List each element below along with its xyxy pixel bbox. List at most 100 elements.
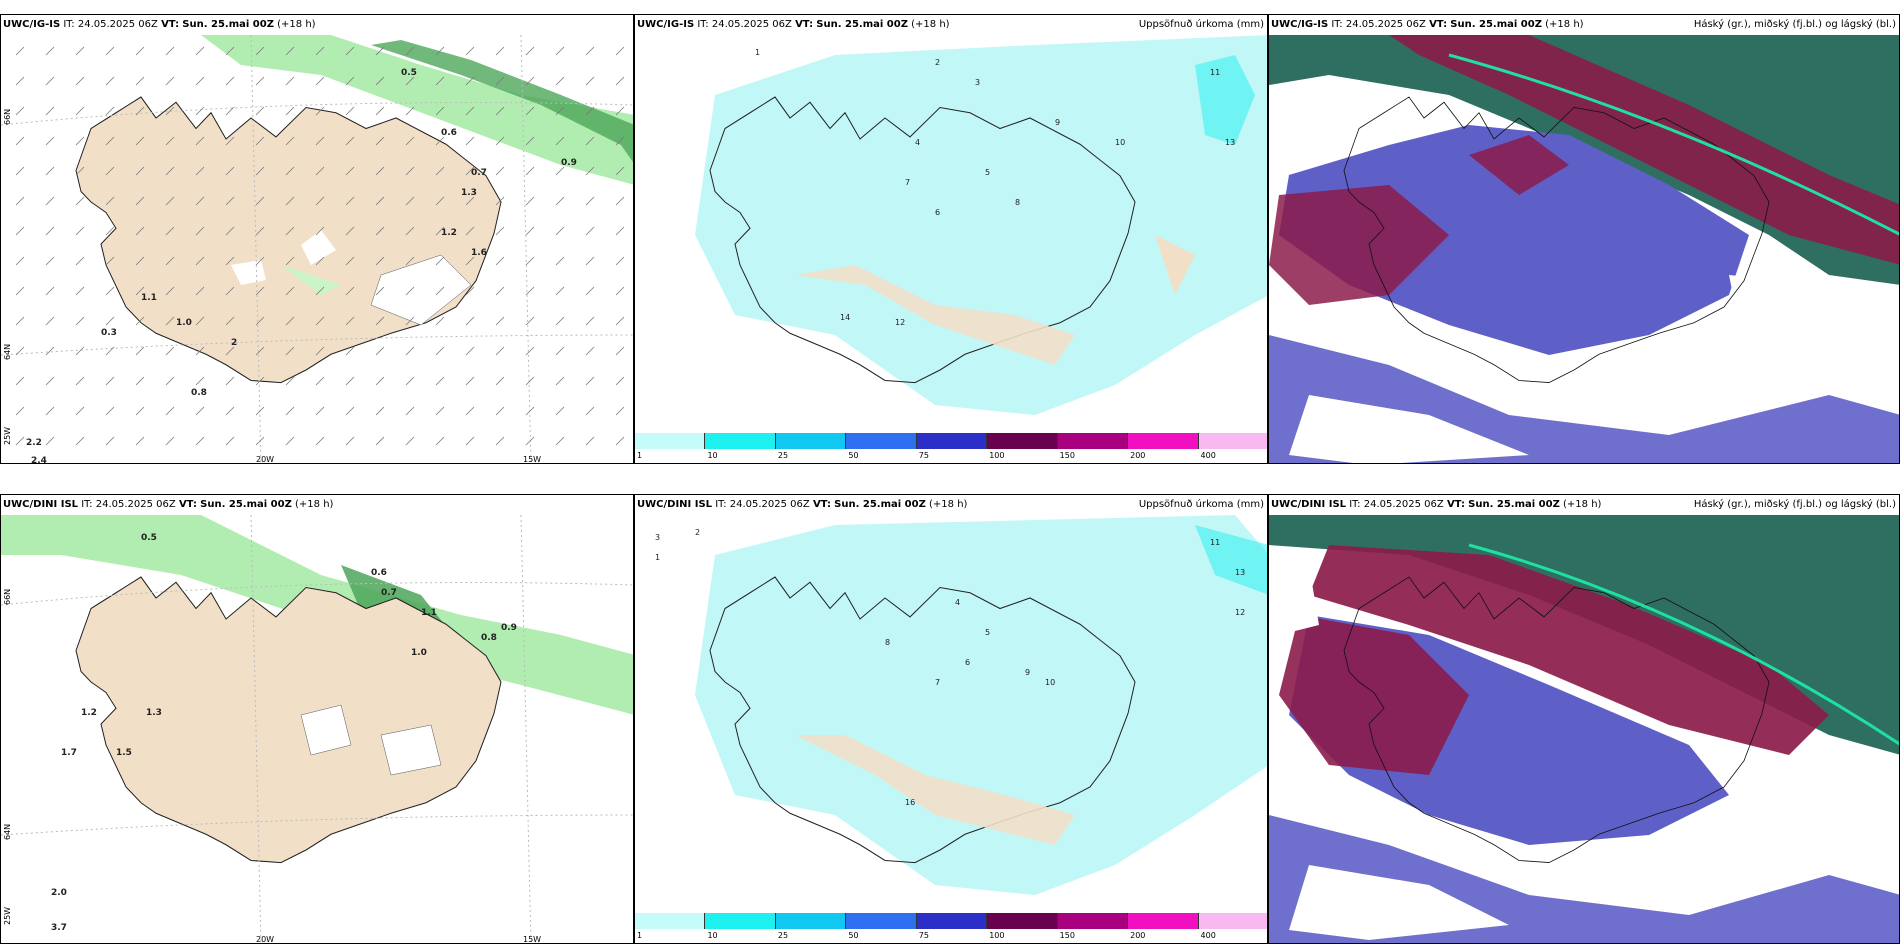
- colorbar-label: 25: [777, 451, 789, 460]
- colorbar-label: 50: [848, 451, 859, 460]
- panel-title: UWC/DINI ISL IT: 24.05.2025 06Z VT: Sun.…: [1, 495, 633, 515]
- colorbar-label: 100: [989, 931, 1005, 940]
- colorbar-label: 10: [707, 931, 718, 940]
- colorbar-swatch: [705, 433, 776, 449]
- rain-label: 2: [231, 338, 237, 348]
- colorbar-swatch: [987, 913, 1058, 929]
- precip-value: 13: [1235, 568, 1245, 577]
- colorbar-swatch: [775, 433, 847, 449]
- colorbar-label: 75: [918, 931, 929, 940]
- lat-label: 64N: [3, 343, 12, 360]
- precip-value: 2: [935, 58, 940, 67]
- rain-label: 0.7: [471, 168, 487, 178]
- rain-label: 0.5: [401, 68, 417, 78]
- colorbar-label: 75: [918, 451, 929, 460]
- precip-value: 14: [840, 313, 850, 322]
- rain-label: 1.3: [461, 188, 477, 198]
- map-wind-rain: 0.5 0.6 0.7 0.8 0.9 1.0 1.1 1.2 1.3 1.6 …: [1, 35, 633, 464]
- precip-value: 6: [965, 658, 970, 667]
- colorbar-label: 400: [1200, 931, 1216, 940]
- lat-label: 25W: [3, 906, 12, 925]
- rain-label: 2.4: [31, 456, 47, 464]
- precip-colorbar: 1 10 25 50 75 100 150 200 400: [635, 433, 1267, 463]
- lon-label: 15W: [523, 455, 542, 464]
- lat-label: 66N: [3, 108, 12, 125]
- precip-value: 5: [985, 168, 990, 177]
- panel-title: UWC/IG-IS IT: 24.05.2025 06Z VT: Sun. 25…: [1269, 15, 1899, 35]
- precip-value: 12: [895, 318, 905, 327]
- precip-value: 7: [935, 678, 940, 687]
- precip-value: 6: [935, 208, 940, 217]
- rain-label: 0.6: [371, 568, 387, 578]
- colorbar-label: 25: [777, 931, 789, 940]
- precip-value: 7: [905, 178, 910, 187]
- precip-value: 11: [1210, 68, 1220, 77]
- precip-value: 11: [1210, 538, 1220, 547]
- rain-label: 0.5: [141, 533, 157, 543]
- rain-label: 0.3: [101, 328, 117, 338]
- colorbar-swatch: [1057, 913, 1129, 929]
- rain-label: 0.7: [381, 588, 397, 598]
- rain-label: 1.0: [411, 648, 427, 658]
- rain-label: 1.2: [81, 708, 97, 718]
- precip-value: 3: [655, 533, 660, 542]
- colorbar-label: 200: [1130, 451, 1146, 460]
- colorbar-swatch: [916, 913, 988, 929]
- precip-value: 4: [955, 598, 960, 607]
- precip-value: 2: [695, 528, 700, 537]
- lon-label: 15W: [523, 935, 542, 944]
- panel-title: UWC/DINI ISL IT: 24.05.2025 06Z VT: Sun.…: [635, 495, 1267, 515]
- map-precip: 1 2 3 4 5 6 7 8 9 10 11 12 13 16: [635, 515, 1267, 915]
- precip-value: 3: [975, 78, 980, 87]
- colorbar-swatch: [1128, 433, 1199, 449]
- map-wind-rain: 0.5 0.6 0.7 0.8 0.9 1.0 1.1 1.2 1.3 1.5 …: [1, 515, 633, 943]
- rain-label: 0.6: [441, 128, 457, 138]
- colorbar-swatch: [916, 433, 988, 449]
- map-precip: 1 2 3 4 5 6 7 8 9 10 11 12 13 14: [635, 35, 1267, 435]
- precip-value: 5: [985, 628, 990, 637]
- colorbar-swatch: [1057, 433, 1129, 449]
- colorbar-swatch: [1198, 433, 1267, 449]
- rain-label: 2.2: [26, 438, 42, 448]
- colorbar-label: 10: [707, 451, 718, 460]
- precip-value: 13: [1225, 138, 1235, 147]
- colorbar-swatch: [705, 913, 776, 929]
- panel-title: UWC/DINI ISL IT: 24.05.2025 06Z VT: Sun.…: [1269, 495, 1899, 515]
- colorbar-swatch: [635, 433, 706, 449]
- precip-value: 10: [1045, 678, 1055, 687]
- precip-value: 4: [915, 138, 920, 147]
- precip-value: 9: [1025, 668, 1030, 677]
- panel-title: UWC/IG-IS IT: 24.05.2025 06Z VT: Sun. 25…: [1, 15, 633, 35]
- rain-label: 3.7: [51, 923, 67, 933]
- lon-label: 20W: [256, 935, 275, 944]
- lon-label: 20W: [256, 455, 275, 464]
- colorbar-swatch: [846, 433, 917, 449]
- colorbar-swatch: [1198, 913, 1267, 929]
- lat-label: 64N: [3, 823, 12, 840]
- colorbar-label: 1: [637, 931, 643, 940]
- rain-label: 1.2: [441, 228, 457, 238]
- map-cloud: [1269, 515, 1899, 943]
- colorbar-swatch: [1128, 913, 1199, 929]
- colorbar-label: 50: [848, 931, 859, 940]
- rain-label: 0.8: [481, 633, 497, 643]
- precip-value: 12: [1235, 608, 1245, 617]
- colorbar-label: 150: [1059, 931, 1075, 940]
- panel-precip-top: UWC/IG-IS IT: 24.05.2025 06Z VT: Sun. 25…: [634, 14, 1268, 464]
- colorbar-swatch: [987, 433, 1058, 449]
- panel-cloud-bottom: UWC/DINI ISL IT: 24.05.2025 06Z VT: Sun.…: [1268, 494, 1900, 944]
- lat-label: 66N: [3, 588, 12, 605]
- colorbar-swatch: [635, 913, 706, 929]
- colorbar-label: 100: [989, 451, 1005, 460]
- rain-label: 1.0: [176, 318, 192, 328]
- panel-wind-rain-top: UWC/IG-IS IT: 24.05.2025 06Z VT: Sun. 25…: [0, 14, 634, 464]
- precip-colorbar: 1 10 25 50 75 100 150 200 400: [635, 913, 1267, 943]
- precip-value: 9: [1055, 118, 1060, 127]
- panel-wind-rain-bottom: UWC/DINI ISL IT: 24.05.2025 06Z VT: Sun.…: [0, 494, 634, 944]
- colorbar-label: 200: [1130, 931, 1146, 940]
- precip-value: 1: [755, 48, 760, 57]
- rain-label: 0.8: [191, 388, 207, 398]
- rain-label: 0.9: [501, 623, 517, 633]
- panel-title: UWC/IG-IS IT: 24.05.2025 06Z VT: Sun. 25…: [635, 15, 1267, 35]
- rain-label: 1.1: [421, 608, 437, 618]
